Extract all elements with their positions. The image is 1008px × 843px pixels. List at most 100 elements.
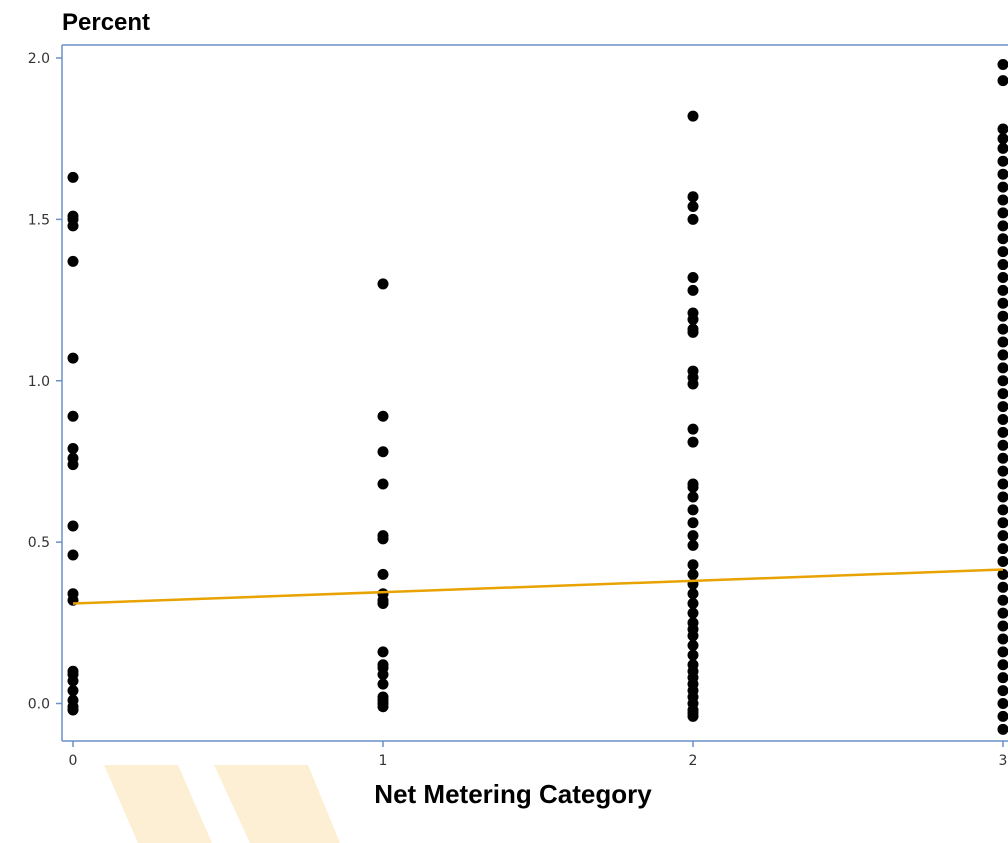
data-point bbox=[688, 285, 699, 296]
data-point bbox=[688, 504, 699, 515]
data-point bbox=[998, 711, 1008, 722]
data-point bbox=[688, 327, 699, 338]
data-point bbox=[688, 630, 699, 641]
x-tick-label: 0 bbox=[69, 753, 78, 769]
data-point bbox=[688, 530, 699, 541]
data-point bbox=[688, 569, 699, 580]
data-point bbox=[688, 437, 699, 448]
data-point bbox=[998, 156, 1008, 167]
data-point bbox=[378, 446, 389, 457]
data-point bbox=[688, 272, 699, 283]
data-point bbox=[998, 414, 1008, 425]
x-tick-label: 1 bbox=[379, 753, 388, 769]
data-point bbox=[998, 672, 1008, 683]
data-point bbox=[688, 314, 699, 325]
data-point bbox=[688, 559, 699, 570]
data-point bbox=[378, 569, 389, 580]
data-point bbox=[998, 59, 1008, 70]
decorative-stripe-right bbox=[214, 765, 340, 843]
data-point bbox=[998, 724, 1008, 735]
data-point bbox=[998, 324, 1008, 335]
data-point bbox=[68, 172, 79, 183]
data-point bbox=[998, 337, 1008, 348]
data-point bbox=[998, 182, 1008, 193]
data-point bbox=[998, 169, 1008, 180]
data-point bbox=[998, 124, 1008, 135]
data-point bbox=[68, 550, 79, 561]
data-point bbox=[998, 246, 1008, 257]
data-point bbox=[378, 278, 389, 289]
data-point bbox=[688, 491, 699, 502]
data-point bbox=[378, 598, 389, 609]
data-point bbox=[688, 191, 699, 202]
data-point bbox=[688, 378, 699, 389]
data-point bbox=[998, 401, 1008, 412]
data-point bbox=[998, 453, 1008, 464]
data-point bbox=[688, 598, 699, 609]
data-point bbox=[68, 675, 79, 686]
data-point bbox=[998, 388, 1008, 399]
data-point bbox=[998, 427, 1008, 438]
data-point bbox=[378, 479, 389, 490]
data-point bbox=[688, 608, 699, 619]
data-point bbox=[998, 659, 1008, 670]
data-point bbox=[688, 424, 699, 435]
y-tick-label: 1.0 bbox=[28, 374, 50, 390]
data-point bbox=[68, 520, 79, 531]
data-point bbox=[998, 311, 1008, 322]
data-point bbox=[998, 195, 1008, 206]
data-point bbox=[688, 201, 699, 212]
data-point bbox=[998, 143, 1008, 154]
data-point bbox=[998, 530, 1008, 541]
data-point bbox=[688, 650, 699, 661]
axes: 0.0 0.5 1.0 1.5 2.0 0 1 2 3 bbox=[28, 45, 1008, 769]
data-point bbox=[378, 679, 389, 690]
x-axis-title: Net Metering Category bbox=[374, 779, 652, 809]
y-axis-title: Percent bbox=[62, 9, 150, 36]
data-point bbox=[998, 479, 1008, 490]
regression-fit-line bbox=[73, 570, 1003, 604]
data-point bbox=[998, 440, 1008, 451]
data-point bbox=[998, 466, 1008, 477]
data-point bbox=[998, 133, 1008, 144]
data-point bbox=[998, 595, 1008, 606]
data-point bbox=[998, 543, 1008, 554]
data-point bbox=[378, 646, 389, 657]
data-point bbox=[998, 375, 1008, 386]
data-point bbox=[998, 582, 1008, 593]
data-point bbox=[378, 533, 389, 544]
data-point bbox=[68, 704, 79, 715]
y-tick-label: 1.5 bbox=[28, 212, 50, 228]
data-point bbox=[688, 482, 699, 493]
data-point bbox=[998, 685, 1008, 696]
data-point bbox=[688, 517, 699, 528]
data-point bbox=[68, 353, 79, 364]
y-tick-label: 0.0 bbox=[28, 697, 50, 713]
data-point bbox=[68, 256, 79, 267]
data-point bbox=[998, 491, 1008, 502]
data-point bbox=[998, 259, 1008, 270]
data-point bbox=[68, 411, 79, 422]
fit-line-group bbox=[73, 570, 1003, 604]
data-point bbox=[378, 411, 389, 422]
data-point bbox=[688, 711, 699, 722]
data-point bbox=[998, 504, 1008, 515]
x-tick-label: 3 bbox=[999, 753, 1008, 769]
data-point bbox=[998, 698, 1008, 709]
data-point bbox=[998, 362, 1008, 373]
x-tick-label: 2 bbox=[689, 753, 698, 769]
data-point bbox=[688, 540, 699, 551]
data-point bbox=[998, 621, 1008, 632]
data-point bbox=[998, 556, 1008, 567]
data-point bbox=[998, 608, 1008, 619]
data-point bbox=[378, 701, 389, 712]
y-tick-label: 2.0 bbox=[28, 51, 50, 67]
data-point bbox=[998, 75, 1008, 86]
data-point bbox=[998, 349, 1008, 360]
data-point bbox=[688, 111, 699, 122]
data-point bbox=[998, 633, 1008, 644]
data-point bbox=[998, 285, 1008, 296]
data-point bbox=[998, 517, 1008, 528]
data-point bbox=[998, 646, 1008, 657]
